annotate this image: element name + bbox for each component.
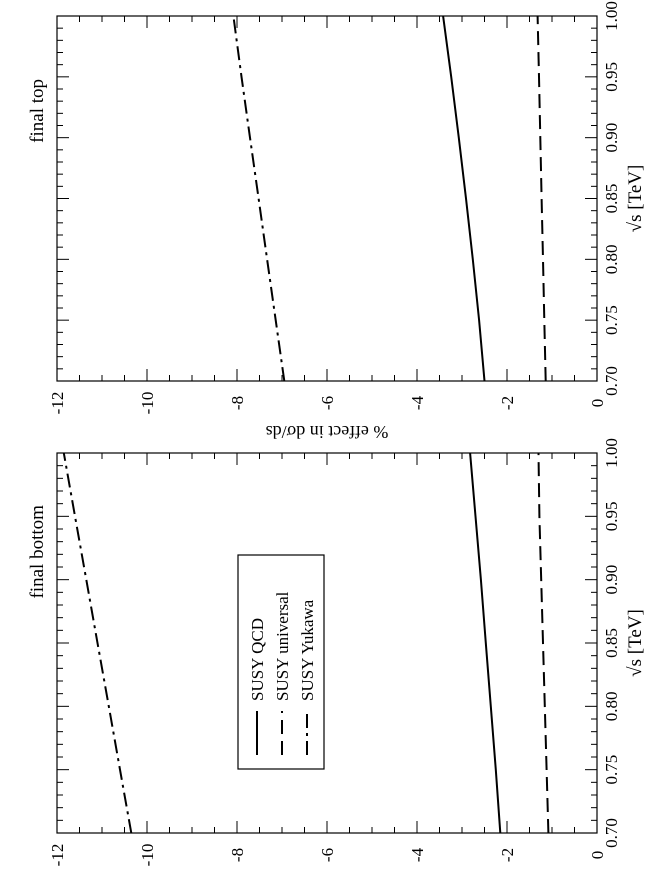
y-tick-label: -10	[138, 844, 157, 867]
y-tick-label: -6	[318, 848, 337, 862]
x-tick-label: 0.95	[602, 62, 621, 92]
y-tick-label: 0	[588, 399, 607, 408]
y-tick-label: -2	[498, 848, 517, 862]
x-tick-label: 0.75	[602, 305, 621, 335]
x-tick-label: 0.70	[602, 366, 621, 396]
x-axis-label: √s [TeV]	[625, 165, 646, 233]
panel-bottom: 0 -2 -4 -6 -8 -10 -12 0.70 0.75 0.80 0.85 0.90 0.95 1…	[27, 438, 646, 877]
x-tick-label: 0.80	[602, 244, 621, 274]
y-tick-label: -6	[318, 396, 337, 410]
x-tick-label: 0.95	[602, 501, 621, 531]
x-tick-label: 0.85	[602, 184, 621, 214]
legend-entry: SUSY QCD	[248, 618, 267, 701]
x-tick-label: 0.85	[602, 628, 621, 658]
legend-entry: SUSY universal	[273, 591, 292, 701]
series-line-susy-yukawa	[232, 15, 286, 382]
y-tick-label: -4	[408, 847, 427, 862]
series-line-susy-universal	[536, 15, 547, 382]
y-axis-label: % effect in dσ/ds	[266, 422, 389, 442]
x-tick-label: 0.70	[602, 818, 621, 848]
y-tick-label: -8	[228, 396, 247, 410]
series-line-susy-qcd	[442, 15, 486, 382]
series-line-susy-universal	[537, 452, 550, 834]
series-line-susy-qcd	[469, 452, 502, 834]
x-tick-label: 0.90	[602, 123, 621, 153]
plot-frame	[56, 15, 598, 382]
y-tick-label: -2	[498, 396, 517, 410]
panel-top: 0 -2 -4 -6 -8 -10 -12 0.70 0.75 0.80 0.85 0.90 0.95 1…	[27, 1, 646, 442]
y-tick-label: -8	[228, 848, 247, 862]
panel-title: final bottom	[27, 505, 48, 599]
legend: SUSY QCD SUSY universal SUSY Yukawa	[237, 554, 325, 770]
y-tick-label: -12	[48, 392, 67, 415]
plot-frame	[56, 452, 598, 834]
y-tick-label: -12	[48, 844, 67, 867]
series-line-susy-yukawa	[62, 452, 133, 834]
legend-entry: SUSY Yukawa	[298, 599, 317, 701]
x-tick-label: 0.90	[602, 565, 621, 595]
y-tick-label: 0	[588, 851, 607, 860]
y-tick-label: -4	[408, 395, 427, 410]
x-tick-label: 0.80	[602, 691, 621, 721]
panel-title: final top	[27, 79, 48, 143]
x-tick-label: 1.00	[602, 1, 621, 31]
x-axis-label: √s [TeV]	[625, 609, 646, 677]
x-tick-label: 1.00	[602, 438, 621, 468]
y-tick-label: -10	[138, 392, 157, 415]
x-tick-label: 0.75	[602, 755, 621, 785]
